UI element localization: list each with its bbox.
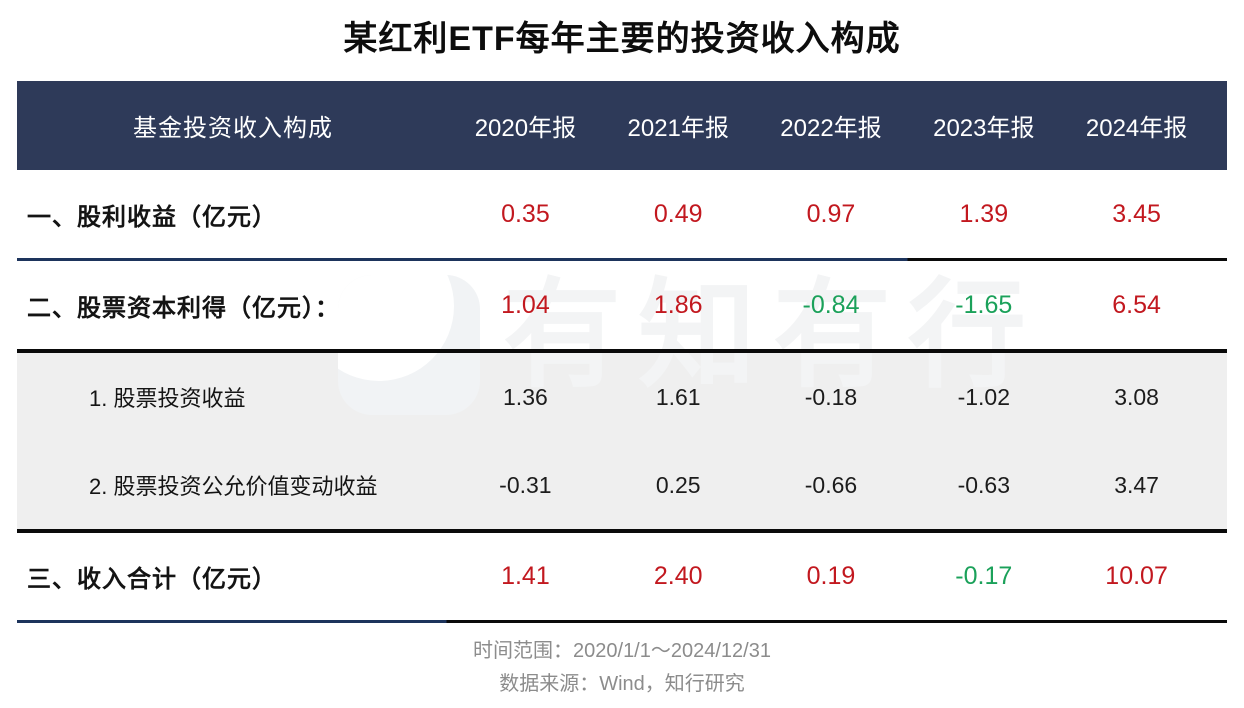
header-year-cell: 2023年报 [933,115,1035,142]
row-label: 二、股票资本利得（亿元）： [27,294,340,322]
value-cell: 1.04 [501,290,550,319]
table-row: 2. 股票投资公允价值变动收益 -0.31 0.25 -0.66 -0.63 3.47 [17,441,1227,529]
value-cell: -1.65 [955,290,1013,319]
header-year-cell: 2020年报 [474,115,577,142]
page-title: 某红利ETF每年主要的投资收入构成 [343,19,901,58]
table-row: 一、股利收益（亿元） 0.35 0.49 0.97 1.39 3.45 [17,170,1227,258]
value-cell: -0.18 [804,383,858,410]
footer-source: 数据来源：Wind，知行研究 [499,673,745,695]
value-cell: 1.39 [959,199,1009,228]
value-cell: 0.35 [501,199,550,228]
value-cell: 1.41 [501,562,550,590]
row-label: 三、收入合计（亿元） [27,566,277,593]
value-cell: 0.19 [806,562,856,590]
table-row: 三、收入合计（亿元） 1.41 2.40 0.19 -0.17 10.07 [17,533,1227,620]
table-row: 二、股票资本利得（亿元）： 1.04 1.86 -0.84 -1.65 6.54 [17,261,1227,349]
value-cell: 3.45 [1112,199,1161,228]
value-cell: -0.31 [499,471,552,498]
value-cell: 1.36 [503,383,548,410]
separator-line [17,529,1227,533]
footer-time-range: 时间范围：2020/1/1～2024/12/31 [473,640,771,662]
value-cell: 3.08 [1114,383,1159,410]
separator-line [17,349,1227,353]
income-table: 有知有行 基金投资收入构成 2020年报 2021年报 2022年报 2023年报 20… [17,81,1227,623]
value-cell: 1.86 [653,290,703,319]
header-year-cell: 2024年报 [1085,115,1188,142]
value-cell: -0.84 [802,290,860,319]
value-cell: 6.54 [1112,290,1161,319]
row-label: 1. 股票投资收益 [89,386,246,411]
value-cell: 0.49 [653,199,703,228]
value-cell: 0.25 [655,471,701,498]
value-cell: -0.17 [955,562,1013,590]
table-footer: 时间范围：2020/1/1～2024/12/31 数据来源：Wind，知行研究 [0,635,1244,701]
header-year-cell: 2022年报 [780,115,882,142]
separator-line [17,258,1227,261]
value-cell: 1.61 [655,383,701,410]
row-label: 一、股利收益（亿元） [27,203,277,231]
table-header-row: 基金投资收入构成 2020年报 2021年报 2022年报 2023年报 2024年报 [17,81,1227,170]
table-row: 1. 股票投资收益 1.36 1.61 -0.18 -1.02 3.08 [17,353,1227,441]
value-cell: 3.47 [1114,471,1159,498]
value-cell: -0.63 [957,471,1010,498]
header-year-cell: 2021年报 [627,115,729,142]
row-label: 2. 股票投资公允价值变动收益 [89,474,378,499]
value-cell: -0.66 [804,471,858,498]
header-label: 基金投资收入构成 [133,115,333,142]
value-cell: 0.97 [806,199,856,228]
value-cell: -1.02 [957,383,1010,410]
value-cell: 2.40 [653,562,703,590]
value-cell: 10.07 [1105,562,1168,590]
separator-line [17,620,1227,623]
table-body: 一、股利收益（亿元） 0.35 0.49 0.97 1.39 3.45 二、股票资本利得（亿… [17,170,1227,623]
